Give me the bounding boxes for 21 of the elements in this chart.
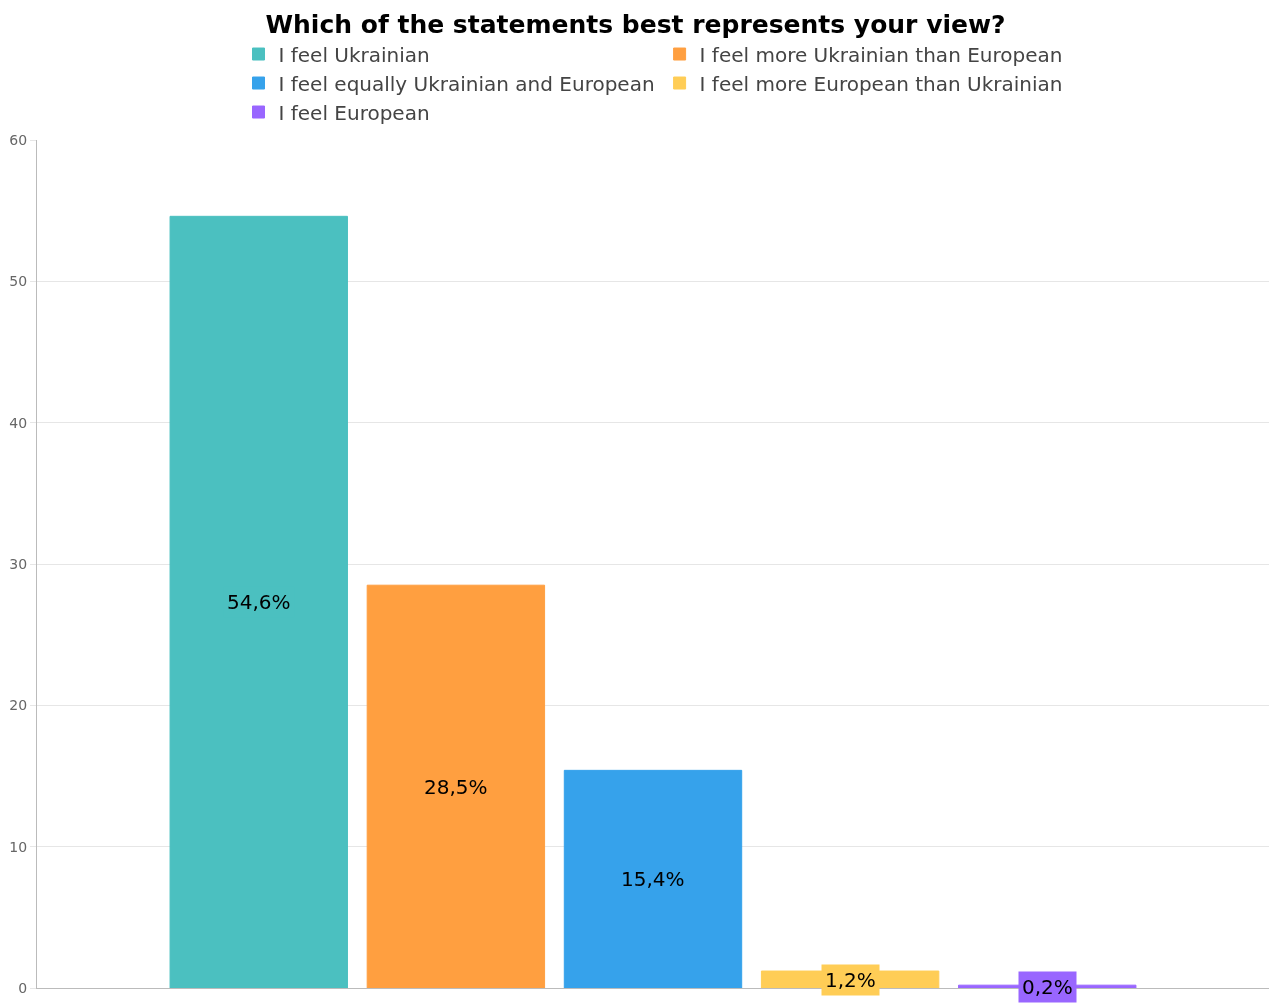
data-label: 0,2% <box>1022 975 1073 999</box>
data-label: 1,2% <box>825 968 876 992</box>
y-tick-label: 60 <box>9 131 28 148</box>
legend-label: I feel equally Ukrainian and European <box>278 71 655 96</box>
chart-title: Which of the statements best represents your view? <box>265 9 1006 39</box>
bar <box>563 769 743 988</box>
legend-label: I feel European <box>278 100 430 125</box>
y-tick-label: 10 <box>9 838 28 855</box>
bar <box>366 584 546 988</box>
y-tick-label: 30 <box>9 555 28 572</box>
data-label: 28,5% <box>424 775 488 799</box>
y-tick-label: 50 <box>9 273 28 290</box>
y-tick-label: 20 <box>9 697 28 714</box>
data-label: 54,6% <box>227 590 291 614</box>
legend-label: I feel Ukrainian <box>278 42 430 67</box>
legend-label: I feel more Ukrainian than European <box>699 42 1063 67</box>
y-tick-label: 40 <box>9 414 28 431</box>
bar <box>169 215 348 988</box>
y-tick-label: 0 <box>18 979 28 996</box>
legend-label: I feel more European than Ukrainian <box>699 71 1063 96</box>
data-label: 15,4% <box>621 867 685 891</box>
